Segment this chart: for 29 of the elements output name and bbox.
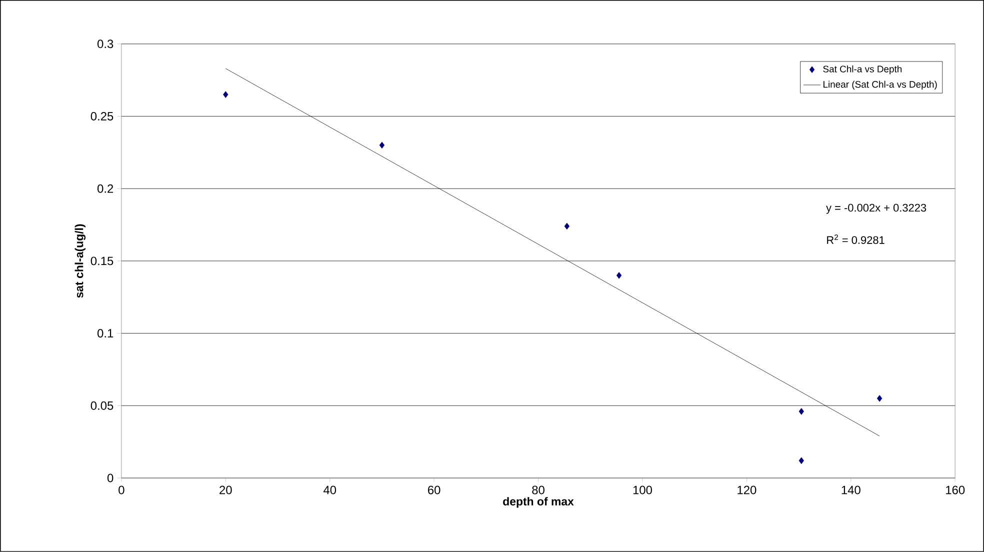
y-tick-label: 0.15 <box>90 256 114 266</box>
y-tick-label: 0.05 <box>90 401 114 410</box>
x-tick-label: 120 <box>738 486 756 494</box>
x-tick-label: 100 <box>633 486 652 494</box>
annotation: y = -0.002x + 0.3223 <box>826 204 926 214</box>
y-tick-label: 0.3 <box>98 40 114 48</box>
y-tick-label: 0 <box>107 474 114 482</box>
y-tick-label: 0.25 <box>90 112 114 121</box>
point <box>798 457 804 464</box>
x-tick-label: 60 <box>428 486 440 494</box>
y-tick-label: 0.1 <box>98 329 114 338</box>
x-tick-label: 20 <box>220 486 232 494</box>
x-tick-label: 140 <box>842 486 860 494</box>
x-axis-title: depth of max <box>503 497 574 508</box>
y-axis-title: sat chl-a(ug/l) <box>74 224 86 298</box>
point <box>564 222 570 230</box>
y-tick-label: 0.2 <box>98 184 114 193</box>
point <box>798 408 804 415</box>
point <box>223 91 228 98</box>
legend-label: Sat Chl-a vs Depth <box>823 65 902 74</box>
x-tick-label: 160 <box>946 486 965 494</box>
annotation: R$^{2}$ = 0.9281 <box>827 234 884 244</box>
point <box>876 395 882 402</box>
x-tick-label: 80 <box>532 486 544 494</box>
x-tick-label: 0 <box>118 486 124 494</box>
x-tick-label: 40 <box>323 486 336 494</box>
point <box>616 272 622 279</box>
point <box>379 142 385 149</box>
legend-label: Linear (Sat Chl-a vs Depth) <box>824 80 937 90</box>
